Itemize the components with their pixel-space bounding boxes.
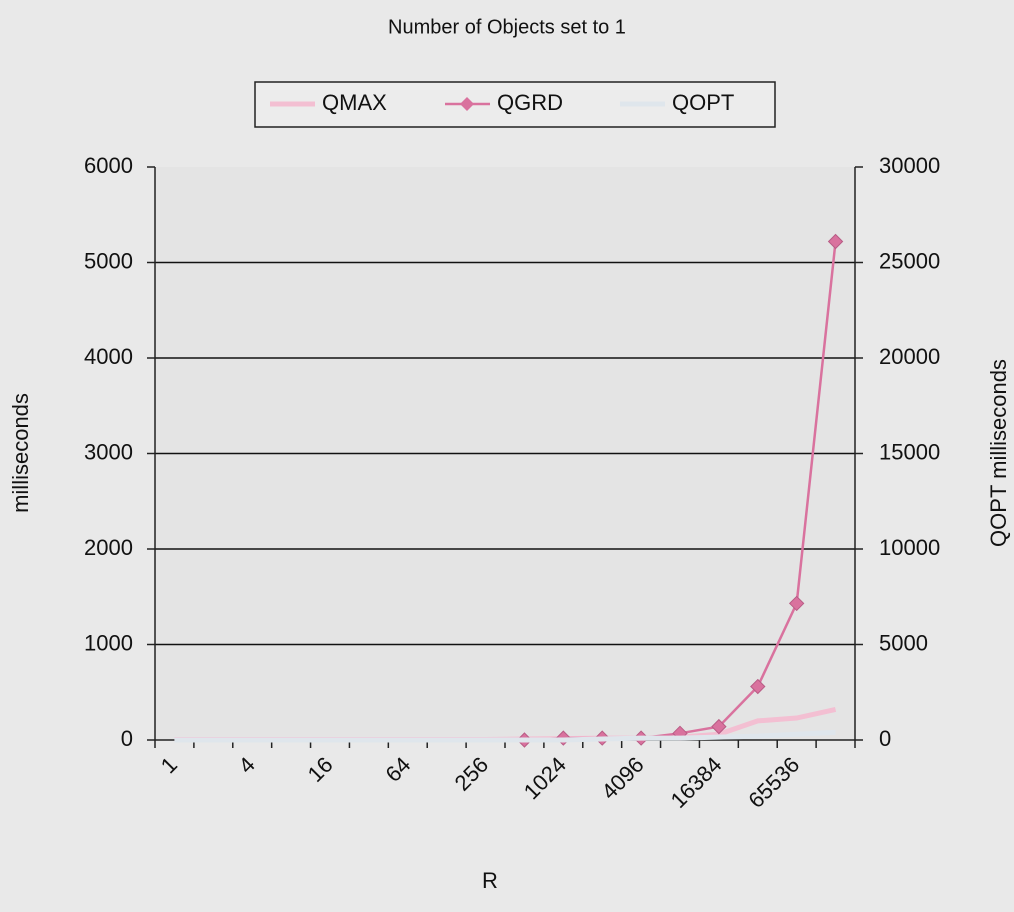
y-axis-title: milliseconds xyxy=(8,393,33,513)
legend-marker xyxy=(460,97,474,111)
x-tick-label: 16384 xyxy=(666,752,727,813)
y-tick-label: 2000 xyxy=(84,535,133,560)
y-tick-label: 6000 xyxy=(84,153,133,178)
x-tick-label: 65536 xyxy=(743,752,804,813)
legend-label: QMAX xyxy=(322,90,387,115)
series-line xyxy=(174,729,836,743)
x-tick-label: 256 xyxy=(450,752,494,796)
y-tick-label: 5000 xyxy=(84,248,133,273)
y-tick-label: 0 xyxy=(121,726,133,751)
y2-tick-label: 25000 xyxy=(879,248,940,273)
x-tick-label: 4 xyxy=(234,752,260,778)
x-tick-label: 1024 xyxy=(519,752,571,804)
y2-tick-label: 15000 xyxy=(879,439,940,464)
data-point xyxy=(750,678,766,695)
y-tick-label: 4000 xyxy=(84,344,133,369)
x-axis-title: R xyxy=(482,868,498,893)
y2-axis-title: QOPT milliseconds xyxy=(986,359,1011,547)
legend-label: QOPT xyxy=(672,90,734,115)
data-point xyxy=(788,595,805,612)
y2-tick-label: 20000 xyxy=(879,344,940,369)
y2-tick-label: 10000 xyxy=(879,535,940,560)
x-tick-label: 1 xyxy=(156,752,182,778)
y2-tick-label: 30000 xyxy=(879,153,940,178)
x-tick-label: 64 xyxy=(380,752,415,787)
x-tick-label: 16 xyxy=(303,752,338,787)
data-point xyxy=(711,718,727,735)
data-point xyxy=(827,233,844,250)
y2-tick-label: 0 xyxy=(879,726,891,751)
y-tick-label: 3000 xyxy=(84,439,133,464)
x-tick-label: 4096 xyxy=(596,752,648,804)
y-tick-label: 1000 xyxy=(84,630,133,655)
y2-tick-label: 5000 xyxy=(879,630,928,655)
legend-label: QGRD xyxy=(497,90,563,115)
chart-title: Number of Objects set to 1 xyxy=(388,16,626,38)
legend-box xyxy=(254,81,776,128)
